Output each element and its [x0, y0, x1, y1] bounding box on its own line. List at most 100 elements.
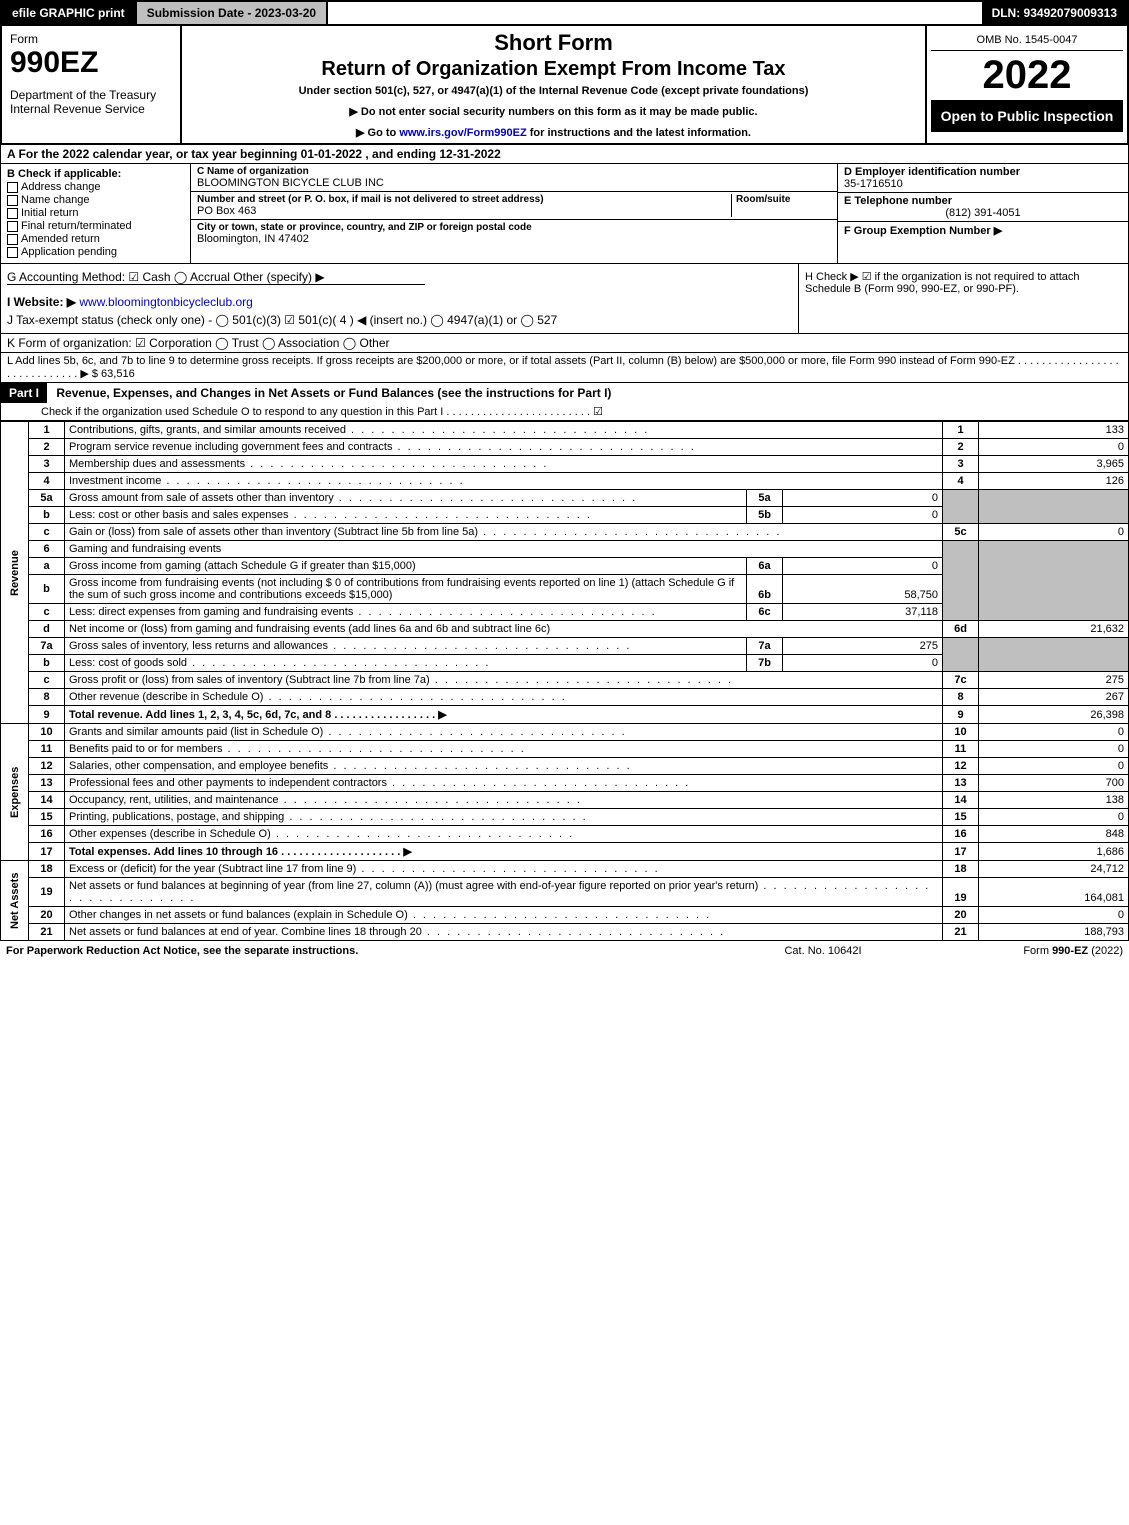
title-return: Return of Organization Exempt From Incom…: [190, 58, 917, 81]
submission-tab: Submission Date - 2023-03-20: [137, 2, 328, 24]
l5c-num: c: [29, 524, 65, 541]
cb-final-return[interactable]: Final return/terminated: [7, 220, 184, 232]
l15-num: 15: [29, 809, 65, 826]
l18-desc: Excess or (deficit) for the year (Subtra…: [65, 861, 943, 878]
l17-desc: Total expenses. Add lines 10 through 16 …: [65, 843, 943, 861]
tax-year: 2022: [931, 51, 1123, 100]
l7a-num: 7a: [29, 638, 65, 655]
l6b-desc: Gross income from fundraising events (no…: [65, 575, 747, 604]
l7b-desc: Less: cost of goods sold: [65, 655, 747, 672]
l4-rv: 126: [979, 473, 1129, 490]
part1-header: Part I Revenue, Expenses, and Changes in…: [0, 383, 1129, 421]
l3-rv: 3,965: [979, 456, 1129, 473]
col-b-checkboxes: B Check if applicable: Address change Na…: [1, 164, 191, 263]
l5b-desc: Less: cost or other basis and sales expe…: [65, 507, 747, 524]
cb-initial-return[interactable]: Initial return: [7, 207, 184, 219]
l19-num: 19: [29, 878, 65, 907]
l4-desc: Investment income: [65, 473, 943, 490]
l6-grayv: [979, 541, 1129, 621]
l21-desc: Net assets or fund balances at end of ye…: [65, 924, 943, 941]
l1-num: 1: [29, 422, 65, 439]
l17-rv: 1,686: [979, 843, 1129, 861]
l4-num: 4: [29, 473, 65, 490]
l12-desc: Salaries, other compensation, and employ…: [65, 758, 943, 775]
l10-rv: 0: [979, 724, 1129, 741]
dept-label: Department of the Treasury Internal Reve…: [10, 88, 172, 116]
row-g-h: G Accounting Method: ☑ Cash ◯ Accrual Ot…: [0, 263, 1129, 334]
l2-rv: 0: [979, 439, 1129, 456]
h-schedule-b: H Check ▶ ☑ if the organization is not r…: [798, 264, 1128, 333]
l16-rv: 848: [979, 826, 1129, 843]
l14-desc: Occupancy, rent, utilities, and maintena…: [65, 792, 943, 809]
l6a-sv: 0: [783, 558, 943, 575]
l7a-sn: 7a: [747, 638, 783, 655]
l5c-rv: 0: [979, 524, 1129, 541]
l19-rn: 19: [943, 878, 979, 907]
form-label: Form: [10, 32, 172, 46]
l7c-rv: 275: [979, 672, 1129, 689]
l5b-sv: 0: [783, 507, 943, 524]
l7ab-gray: [943, 638, 979, 672]
l10-rn: 10: [943, 724, 979, 741]
title-short-form: Short Form: [190, 30, 917, 56]
l6b-num: b: [29, 575, 65, 604]
cb-amended-return[interactable]: Amended return: [7, 233, 184, 245]
l5c-rn: 5c: [943, 524, 979, 541]
note-goto: ▶ Go to www.irs.gov/Form990EZ for instru…: [190, 126, 917, 139]
c-name-value: BLOOMINGTON BICYCLE CLUB INC: [197, 177, 831, 189]
l19-rv: 164,081: [979, 878, 1129, 907]
l6c-desc: Less: direct expenses from gaming and fu…: [65, 604, 747, 621]
l5ab-grayv: [979, 490, 1129, 524]
l21-rn: 21: [943, 924, 979, 941]
l2-num: 2: [29, 439, 65, 456]
l10-desc: Grants and similar amounts paid (list in…: [65, 724, 943, 741]
l20-num: 20: [29, 907, 65, 924]
l6d-rn: 6d: [943, 621, 979, 638]
e-label: E Telephone number: [844, 195, 1122, 207]
l7c-num: c: [29, 672, 65, 689]
l6a-desc: Gross income from gaming (attach Schedul…: [65, 558, 747, 575]
f-block: F Group Exemption Number ▶: [838, 222, 1128, 239]
l2-rn: 2: [943, 439, 979, 456]
g-accounting: G Accounting Method: ☑ Cash ◯ Accrual Ot…: [1, 264, 798, 333]
l11-desc: Benefits paid to or for members: [65, 741, 943, 758]
l4-rn: 4: [943, 473, 979, 490]
l16-rn: 16: [943, 826, 979, 843]
irs-link[interactable]: www.irs.gov/Form990EZ: [399, 127, 526, 139]
i-website-link[interactable]: www.bloomingtonbicycleclub.org: [79, 295, 252, 309]
l8-num: 8: [29, 689, 65, 706]
l1-rn: 1: [943, 422, 979, 439]
cb-address-change[interactable]: Address change: [7, 181, 184, 193]
col-c-org-info: C Name of organization BLOOMINGTON BICYC…: [191, 164, 838, 263]
footer-left: For Paperwork Reduction Act Notice, see …: [6, 945, 723, 957]
l6a-sn: 6a: [747, 558, 783, 575]
g-text: G Accounting Method: ☑ Cash ◯ Accrual Ot…: [7, 270, 425, 285]
c-name-label: C Name of organization: [197, 166, 831, 177]
footer-center: Cat. No. 10642I: [723, 945, 923, 957]
c-name-block: C Name of organization BLOOMINGTON BICYC…: [191, 164, 837, 192]
l8-rn: 8: [943, 689, 979, 706]
l5a-sn: 5a: [747, 490, 783, 507]
header-left: Form 990EZ Department of the Treasury In…: [2, 26, 182, 143]
b-label: B Check if applicable:: [7, 168, 184, 180]
cb-name-change[interactable]: Name change: [7, 194, 184, 206]
l13-num: 13: [29, 775, 65, 792]
l7b-num: b: [29, 655, 65, 672]
c-city-label: City or town, state or province, country…: [197, 222, 831, 233]
e-block: E Telephone number (812) 391-4051: [838, 193, 1128, 222]
d-label: D Employer identification number: [844, 166, 1122, 178]
l13-rn: 13: [943, 775, 979, 792]
l15-rn: 15: [943, 809, 979, 826]
l6d-rv: 21,632: [979, 621, 1129, 638]
l8-desc: Other revenue (describe in Schedule O): [65, 689, 943, 706]
l12-num: 12: [29, 758, 65, 775]
l6b-sv: 58,750: [783, 575, 943, 604]
l11-rn: 11: [943, 741, 979, 758]
c-city-value: Bloomington, IN 47402: [197, 233, 831, 245]
efile-tab[interactable]: efile GRAPHIC print: [2, 2, 137, 24]
cb-application-pending[interactable]: Application pending: [7, 246, 184, 258]
l5b-num: b: [29, 507, 65, 524]
note-ssn: ▶ Do not enter social security numbers o…: [190, 105, 917, 118]
l20-rv: 0: [979, 907, 1129, 924]
page-footer: For Paperwork Reduction Act Notice, see …: [0, 941, 1129, 961]
